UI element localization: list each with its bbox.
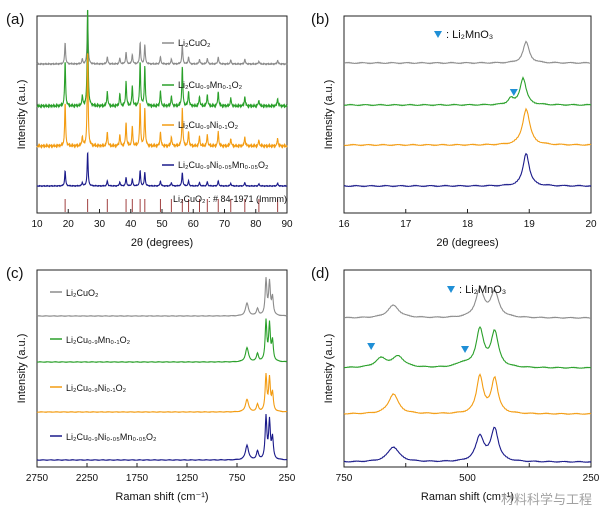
panel-2-legend-label: Li₂CuO₂ — [66, 288, 99, 298]
panel-1-marker — [434, 31, 442, 38]
panel-3-xtick-label: 500 — [459, 473, 476, 484]
panel-1-marker — [509, 89, 518, 96]
panel-1-xtick-label: 16 — [338, 219, 350, 230]
panel-2-xtick-label: 1250 — [176, 473, 199, 484]
panel-3-series-1 — [343, 326, 591, 369]
panel-1-label: (b) — [311, 11, 329, 28]
panel-0-xtick-label: 70 — [219, 219, 231, 230]
panel-3-annotation: : Li₂MnO₃ — [459, 284, 506, 296]
panel-1-series-1 — [343, 76, 591, 107]
panel-2-label: (c) — [6, 265, 24, 282]
panel-3-series-0 — [343, 286, 592, 319]
panel-3-ylabel: Intensity (a.u.) — [323, 334, 335, 404]
panel-2-frame — [36, 269, 288, 468]
panel-2-series-2 — [36, 372, 288, 413]
panel-1-series-3 — [343, 152, 592, 188]
panel-0-reference-label: Li₂CuO₂ : # 84-1971 (Immm) — [173, 194, 287, 204]
panel-0-ylabel: Intensity (a.u.) — [16, 80, 28, 150]
panel-3-xtick-label: 750 — [336, 473, 353, 484]
panel-0-xtick-label: 20 — [63, 219, 75, 230]
panel-0-xtick-label: 30 — [94, 219, 106, 230]
panel-3-frame — [343, 269, 592, 468]
panel-1-frame — [343, 15, 592, 214]
panel-3-marker — [461, 346, 470, 353]
panel-1-xtick-label: 20 — [585, 219, 597, 230]
panel-0-xtick-label: 50 — [156, 219, 168, 230]
panel-2-ylabel: Intensity (a.u.) — [16, 334, 28, 404]
panel-0-xlabel: 2θ (degrees) — [131, 237, 193, 249]
panel-2-xtick-label: 1750 — [126, 473, 149, 484]
panel-2-xtick-label: 2250 — [76, 473, 99, 484]
panel-2-xlabel: Raman shift (cm⁻¹) — [115, 491, 208, 503]
panel-3-label: (d) — [311, 265, 329, 282]
panel-0-frame — [36, 15, 288, 214]
panel-2-legend-label: Li₂Cu₀.₉Mn₀.₁O₂ — [66, 335, 131, 345]
panel-1-annotation: : Li₂MnO₃ — [446, 29, 493, 41]
panel-1-xtick-label: 19 — [524, 219, 536, 230]
panel-1-xtick-label: 17 — [400, 219, 412, 230]
panel-2-xtick-label: 750 — [229, 473, 246, 484]
panel-0-legend-label: Li₂Cu₀.₉Ni₀.₁O₂ — [178, 120, 239, 130]
panel-0-series-3 — [36, 151, 288, 188]
panel-3-series-3 — [343, 426, 592, 464]
panel-0-xtick-label: 60 — [188, 219, 200, 230]
panel-0-series-2 — [36, 53, 288, 150]
panel-1-xlabel: 2θ (degrees) — [436, 237, 498, 249]
panel-0-xtick-label: 10 — [31, 219, 43, 230]
panel-0-legend-label: Li₂Cu₀.₉Ni₀.₀₅Mn₀.₀₅O₂ — [178, 160, 269, 170]
panel-2-xtick-label: 250 — [279, 473, 296, 484]
panel-3-xtick-label: 250 — [583, 473, 600, 484]
panel-3-marker — [367, 343, 376, 350]
panel-0-series-1 — [36, 9, 288, 109]
panel-1-xtick-label: 18 — [462, 219, 474, 230]
panel-1-series-2 — [343, 107, 592, 147]
panel-2-legend-label: Li₂Cu₀.₉Ni₀.₀₅Mn₀.₀₅O₂ — [66, 432, 157, 442]
panel-0-series-0 — [36, 16, 288, 66]
watermark: 材料科学与工程 — [500, 493, 592, 508]
panel-1-series-0 — [343, 40, 592, 65]
panel-0-legend-label: Li₂Cu₀.₉Mn₀.₁O₂ — [178, 80, 243, 90]
panel-0-xtick-label: 90 — [281, 219, 293, 230]
panel-0-legend-label: Li₂CuO₂ — [178, 38, 211, 48]
panel-0-xtick-label: 80 — [250, 219, 262, 230]
panel-2-series-0 — [36, 277, 288, 317]
panel-2-series-1 — [36, 318, 288, 363]
panel-3-xlabel: Raman shift (cm⁻¹) — [421, 491, 514, 503]
panel-0-xtick-label: 40 — [125, 219, 137, 230]
panel-2-xtick-label: 2750 — [26, 473, 49, 484]
panel-3-series-2 — [343, 373, 592, 415]
panel-2-series-3 — [36, 414, 288, 461]
panel-2-legend-label: Li₂Cu₀.₉Ni₀.₁O₂ — [66, 383, 127, 393]
panel-3-marker — [447, 286, 455, 293]
panel-0-label: (a) — [6, 11, 24, 28]
panel-1-ylabel: Intensity (a.u.) — [323, 80, 335, 150]
